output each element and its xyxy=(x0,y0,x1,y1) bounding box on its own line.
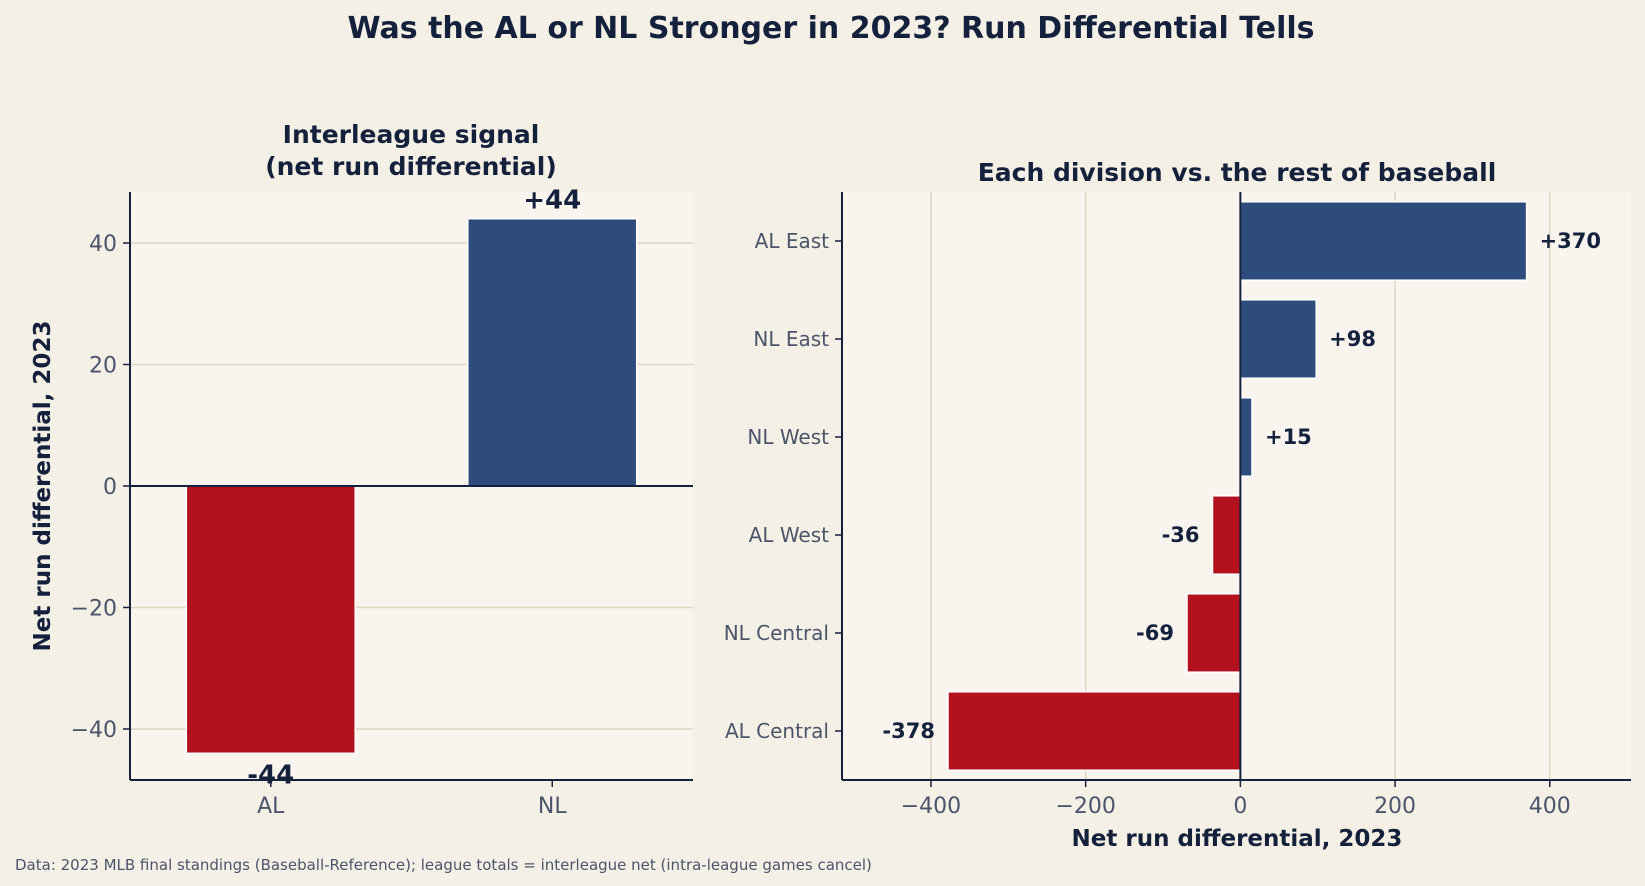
bar xyxy=(1186,593,1242,673)
left-y-tick-label: 20 xyxy=(89,354,117,379)
bar xyxy=(1239,299,1317,379)
data-label: +98 xyxy=(1329,327,1376,351)
bar xyxy=(947,691,1242,771)
left-y-ticks: −40 −20 0 20 40 xyxy=(71,232,130,743)
right-x-tick-label: 200 xyxy=(1374,794,1416,819)
right-x-tick-label: −200 xyxy=(1055,794,1115,819)
right-y-ticks: AL East NL East NL West AL West NL Central AL… xyxy=(724,229,842,743)
right-y-tick-label: AL East xyxy=(755,229,829,253)
left-x-tick-label: AL xyxy=(257,794,285,819)
right-x-ticks: −400 −200 0 200 400 xyxy=(901,780,1571,819)
left-panel-title: Interleague signal (net run differential) xyxy=(265,120,557,181)
left-bars xyxy=(130,217,693,755)
left-panel: −40 −20 0 20 40 AL NL -44 +44 Interleague sign… xyxy=(30,120,693,819)
right-x-tick-label: −400 xyxy=(901,794,961,819)
left-y-axis-label: Net run differential, 2023 xyxy=(30,321,56,652)
right-y-tick-label: NL East xyxy=(753,327,829,351)
right-x-tick-label: 400 xyxy=(1529,794,1571,819)
left-panel-title-line: Interleague signal xyxy=(283,120,540,149)
right-panel-title: Each division vs. the rest of baseball xyxy=(978,158,1497,187)
bar xyxy=(185,485,356,755)
right-y-tick-label: AL Central xyxy=(725,719,829,743)
right-y-tick-label: NL Central xyxy=(724,621,829,645)
left-y-tick-label: −40 xyxy=(71,718,117,743)
data-label: +44 xyxy=(523,186,581,216)
right-y-tick-label: AL West xyxy=(749,523,830,547)
right-x-axis-label: Net run differential, 2023 xyxy=(1072,826,1403,852)
data-label: +370 xyxy=(1540,229,1601,253)
left-x-ticks: AL NL xyxy=(257,780,567,819)
bar xyxy=(1211,495,1242,575)
right-y-tick-label: NL West xyxy=(747,425,829,449)
right-grid xyxy=(930,192,1551,780)
chart-title: Was the AL or NL Stronger in 2023? Run D… xyxy=(348,11,1315,46)
data-label: -44 xyxy=(247,760,294,790)
bar xyxy=(1239,397,1253,477)
left-panel-title-line: (net run differential) xyxy=(265,152,557,181)
left-x-tick-label: NL xyxy=(538,794,567,819)
data-label: -378 xyxy=(882,719,935,743)
data-label: +15 xyxy=(1265,425,1312,449)
right-panel: AL East NL East NL West AL West NL Central AL… xyxy=(724,158,1631,852)
left-data-labels: -44 +44 xyxy=(247,186,581,791)
right-plot-area xyxy=(842,192,1631,780)
right-bars xyxy=(947,192,1528,780)
left-y-tick-label: −20 xyxy=(71,596,117,621)
data-label: -69 xyxy=(1136,621,1174,645)
bar xyxy=(1239,201,1528,281)
right-x-tick-label: 0 xyxy=(1233,794,1247,819)
left-y-tick-label: 40 xyxy=(89,232,117,257)
footnote: Data: 2023 MLB final standings (Baseball… xyxy=(15,856,872,874)
right-data-labels: +370 +98 +15 -36 -69 -378 xyxy=(882,229,1601,743)
bar xyxy=(467,217,638,487)
data-label: -36 xyxy=(1162,523,1200,547)
left-y-tick-label: 0 xyxy=(103,475,117,500)
